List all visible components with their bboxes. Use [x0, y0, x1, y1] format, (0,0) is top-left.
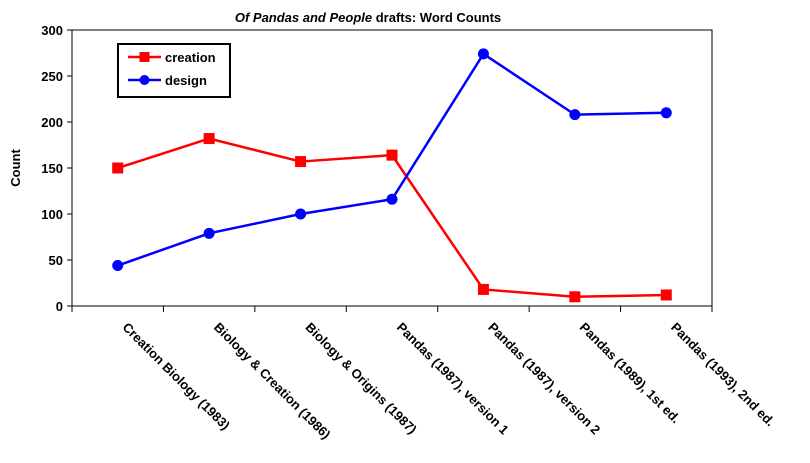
chart-title: Of Pandas and People drafts: Word Counts	[235, 10, 501, 25]
chart-title-italic: Of Pandas and People	[235, 10, 372, 25]
data-point-creation	[477, 283, 489, 295]
legend-item-creation: creation	[128, 50, 216, 65]
y-tick-label: 300	[41, 23, 63, 38]
y-tick-label: 50	[49, 253, 63, 268]
legend-swatch-marker	[139, 75, 150, 85]
y-tick-label: 100	[41, 207, 63, 222]
legend-swatch-marker	[139, 52, 150, 62]
y-tick-label: 200	[41, 115, 63, 130]
data-point-design	[112, 260, 124, 272]
series-design	[112, 48, 672, 272]
legend-box	[117, 43, 231, 98]
x-tick-label: Pandas (1993), 2nd ed.	[668, 320, 778, 430]
legend-label: design	[165, 73, 207, 88]
data-point-design	[386, 193, 398, 205]
legend: creation design	[117, 43, 231, 98]
data-point-creation	[112, 162, 124, 174]
data-point-creation	[295, 156, 307, 168]
x-tick-label: Pandas (1989), 1st ed.	[577, 320, 684, 427]
data-point-design	[477, 48, 489, 60]
legend-item-design: design	[128, 73, 207, 88]
data-point-design	[569, 109, 581, 121]
data-point-creation	[660, 289, 672, 301]
data-point-design	[295, 208, 307, 220]
chart-title-rest: drafts: Word Counts	[372, 10, 501, 25]
series-creation	[112, 133, 672, 303]
y-tick-label: 150	[41, 161, 63, 176]
series-layer	[112, 48, 672, 303]
data-point-design	[203, 227, 215, 239]
y-tick-label: 250	[41, 69, 63, 84]
y-tick-label: 0	[56, 299, 63, 314]
data-point-design	[660, 107, 672, 119]
legend-label: creation	[165, 50, 216, 65]
data-point-creation	[569, 291, 581, 303]
data-point-creation	[203, 133, 215, 145]
x-tick-label: Creation Biology (1983)	[120, 320, 233, 433]
data-point-creation	[386, 149, 398, 161]
y-axis-title: Count	[8, 149, 23, 187]
